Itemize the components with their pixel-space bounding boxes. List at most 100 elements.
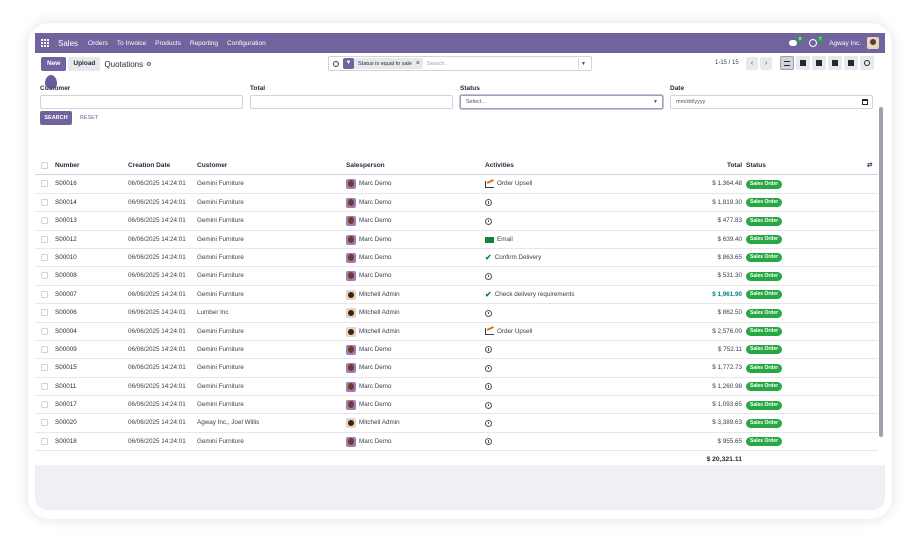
clock-icon[interactable] [485,438,492,446]
table-row[interactable]: S00020 06/06/2025 14:24:01 Agway Inc., Joe… [35,414,878,433]
salesperson-cell[interactable]: Mitchell Admin [346,414,400,432]
pager-previous-icon[interactable]: ‹ [746,57,758,70]
check-icon[interactable]: ✔ [485,252,492,262]
table-row[interactable]: S00013 06/06/2025 14:24:01 Gemini Furnitur… [35,212,878,231]
clock-icon[interactable] [485,199,492,207]
table-row[interactable]: S00014 06/06/2025 14:24:01 Gemini Furnitur… [35,194,878,213]
menu-products[interactable]: Products [155,39,181,47]
select-all-checkbox[interactable] [41,162,48,169]
header-status[interactable]: Status [746,162,766,169]
table-row[interactable]: S00010 06/06/2025 14:24:01 Gemini Furnitur… [35,249,878,268]
table-row[interactable]: S00007 06/06/2025 14:24:01 Gemini Furnitur… [35,286,878,305]
activity-cell[interactable] [485,341,495,359]
user-avatar[interactable] [867,37,879,49]
row-checkbox[interactable] [41,290,48,298]
graph-view-icon[interactable] [844,56,858,70]
clock-icon[interactable] [485,309,492,317]
salesperson-cell[interactable]: Marc Demo [346,359,392,377]
table-row[interactable]: S00012 06/06/2025 14:24:01 Gemini Furnitur… [35,231,878,249]
header-salesperson[interactable]: Salesperson [346,162,385,169]
clock-icon[interactable] [485,364,492,372]
list-view-icon[interactable] [780,56,794,70]
clock-icon[interactable] [485,217,492,225]
table-row[interactable]: S00011 06/06/2025 14:24:01 Gemini Furnitur… [35,378,878,397]
check-icon[interactable]: ✔ [485,289,492,299]
calendar-icon[interactable] [862,99,868,105]
row-checkbox[interactable] [41,235,48,243]
salesperson-cell[interactable]: Marc Demo [346,231,392,249]
activity-view-icon[interactable] [860,56,874,70]
reset-button[interactable]: RESET [75,111,103,125]
salesperson-cell[interactable]: Mitchell Admin [346,304,400,322]
table-row[interactable]: S00009 06/06/2025 14:24:01 Gemini Furnitur… [35,341,878,360]
activity-cell[interactable] [485,194,495,212]
menu-configuration[interactable]: Configuration [227,39,266,47]
salesperson-cell[interactable]: Marc Demo [346,378,392,396]
row-checkbox[interactable] [41,364,48,372]
upsell-icon[interactable] [485,180,494,188]
row-checkbox[interactable] [41,345,48,353]
row-checkbox[interactable] [41,309,48,317]
table-row[interactable]: S00018 06/06/2025 14:24:01 Gemini Furnitur… [35,433,878,452]
activity-cell[interactable] [485,267,495,285]
salesperson-cell[interactable]: Marc Demo [346,396,392,414]
header-activities[interactable]: Activities [485,162,514,169]
activity-cell[interactable] [485,414,495,432]
salesperson-cell[interactable]: Marc Demo [346,267,392,285]
date-field[interactable]: mm/dd/yyyy [670,95,873,109]
activity-cell[interactable] [485,378,495,396]
upsell-icon[interactable] [485,328,494,336]
clock-icon[interactable] [485,272,492,280]
row-checkbox[interactable] [41,217,48,225]
menu-orders[interactable]: Orders [88,39,108,47]
search-options-icon[interactable]: ▼ [578,59,588,69]
clock-icon[interactable] [485,419,492,427]
new-button[interactable]: New [41,57,67,71]
row-checkbox[interactable] [41,272,48,280]
vertical-scrollbar[interactable] [879,107,883,437]
activity-cell[interactable] [485,396,495,414]
pivot-view-icon[interactable] [828,56,842,70]
app-grid-icon[interactable] [41,38,50,48]
gear-icon[interactable]: ⚙ [146,61,152,68]
activity-cell[interactable]: ✔ Check delivery requirements [485,286,575,304]
salesperson-cell[interactable]: Marc Demo [346,249,392,267]
salesperson-cell[interactable]: Marc Demo [346,433,392,451]
remove-facet-icon[interactable]: × [415,60,420,67]
clock-icon[interactable] [485,346,492,354]
row-checkbox[interactable] [41,382,48,390]
table-row[interactable]: S00015 06/06/2025 14:24:01 Gemini Furnitur… [35,359,878,378]
pager-value[interactable]: 1-15 / 15 [715,60,739,66]
search-input[interactable]: Search... [426,60,449,67]
row-checkbox[interactable] [41,198,48,206]
row-checkbox[interactable] [41,253,48,261]
activity-cell[interactable] [485,212,495,230]
salesperson-cell[interactable]: Marc Demo [346,194,392,212]
activity-cell[interactable] [485,304,495,322]
row-checkbox[interactable] [41,437,48,445]
salesperson-cell[interactable]: Mitchell Admin [346,323,400,341]
header-total[interactable]: Total [726,162,742,169]
salesperson-cell[interactable]: Mitchell Admin [346,286,400,304]
salesperson-cell[interactable]: Marc Demo [346,341,392,359]
header-number[interactable]: Number [55,162,80,169]
calendar-view-icon[interactable] [812,56,826,70]
table-row[interactable]: S00006 06/06/2025 14:24:01 Lumber Inc Mitch… [35,304,878,323]
status-select[interactable]: Select... ▼ [460,95,663,109]
optional-columns-icon[interactable]: ⇄ [867,162,873,169]
row-checkbox[interactable] [41,180,48,188]
pager-next-icon[interactable]: › [760,57,772,70]
activity-cell[interactable]: Order Upsell [485,175,532,193]
email-icon[interactable] [485,236,494,243]
kanban-view-icon[interactable] [796,56,810,70]
row-checkbox[interactable] [41,419,48,427]
header-creation-date[interactable]: Creation Date [128,162,171,169]
clock-icon[interactable] [485,383,492,391]
messages-icon[interactable]: 8 [789,36,804,48]
search-bar[interactable]: ▼ Status is equal to sale × Search... ▼ [328,56,592,71]
app-name[interactable]: Sales [58,38,79,48]
activity-cell[interactable] [485,433,495,451]
upload-button[interactable]: Upload [68,57,101,71]
activity-cell[interactable]: ✔ Confirm Delivery [485,249,541,267]
table-row[interactable]: S00004 06/06/2025 14:24:01 Gemini Furnitur… [35,323,878,341]
